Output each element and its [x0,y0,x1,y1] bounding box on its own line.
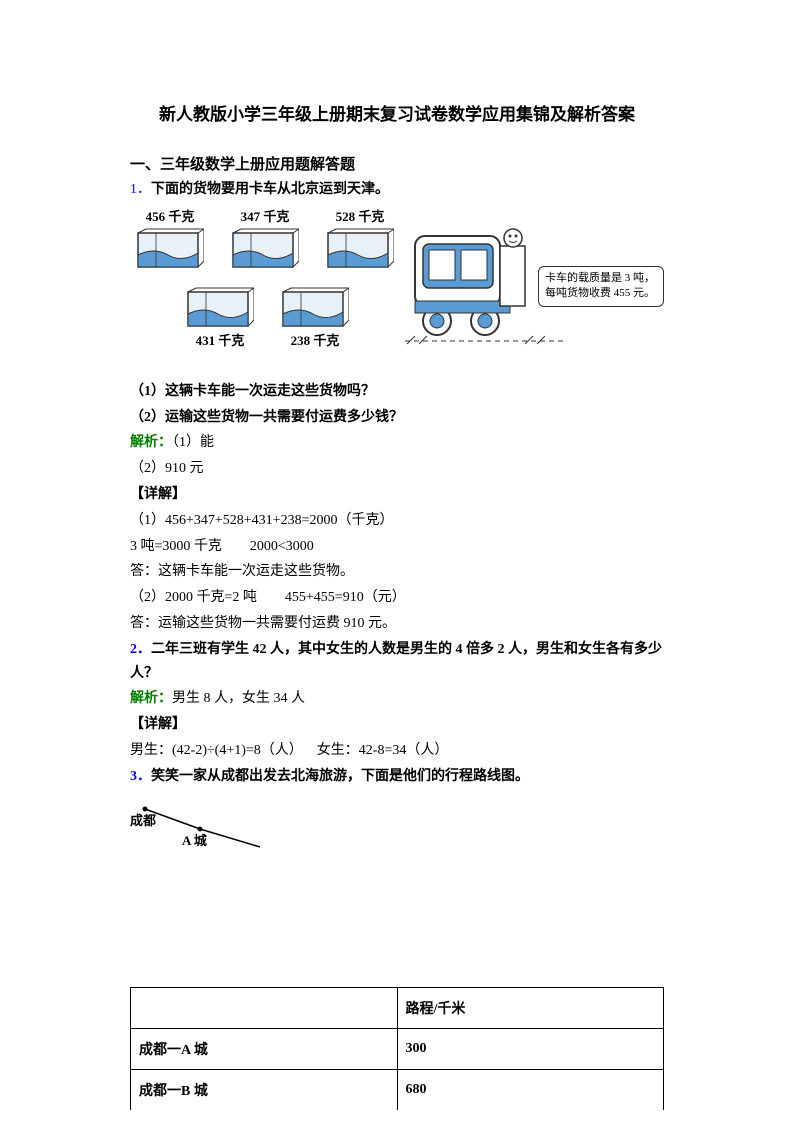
q1-line: 1．下面的货物要用卡车从北京运到天津。 [130,178,664,202]
box3-label: 528 千克 [320,206,400,225]
cargo-box-1: 456 千克 [130,206,210,271]
q2-ans: 男生 8 人，女生 34 人 [172,691,305,706]
table-row: 成都一B 城 680 [131,1070,664,1110]
q3-line: 3．笑笑一家从成都出发去北海旅游，下面是他们的行程路线图。 [130,765,664,789]
section-header: 一、三年级数学上册应用题解答题 [130,153,664,174]
page-title: 新人教版小学三年级上册期末复习试卷数学应用集锦及解析答案 [130,100,664,125]
q2-text: 二年三班有学生 42 人，其中女生的人数是男生的 4 倍多 2 人，男生和女生各… [130,642,662,681]
box1-label: 456 千克 [130,206,210,225]
q1-d4b: 455+455=910（元） [285,590,406,605]
q1-d1: （1）456+347+528+431+238=2000（千克） [130,509,664,533]
q2-d1a: 男生：(42-2)÷(4+1)=8（人） [130,743,303,758]
box4-label: 431 千克 [180,330,260,349]
q1-answer-line: 解析：（1）能 [130,431,664,455]
table-row: 成都一A 城 300 [131,1028,664,1069]
q3-number: 3． [130,769,151,784]
box-icon [281,286,349,330]
q2-number: 2． [130,642,151,657]
q1-text: 下面的货物要用卡车从北京运到天津。 [151,182,389,197]
q2-answer-line: 解析：男生 8 人，女生 34 人 [130,687,664,711]
box-icon [186,286,254,330]
q3-text: 笑笑一家从成都出发去北海旅游，下面是他们的行程路线图。 [151,769,529,784]
q1-d2b: 2000<3000 [250,539,314,554]
box2-label: 347 千克 [225,206,305,225]
table-cell-r2c1: 成都一B 城 [131,1070,398,1110]
table-header-distance: 路程/千米 [397,987,664,1028]
q1-d2a: 3 吨=3000 千克 [130,539,222,554]
route-a-label: A 城 [182,833,207,848]
q1-d3: 答：这辆卡车能一次运走这些货物。 [130,560,664,584]
speech-bubble: 卡车的载质量是 3 吨， 每吨货物收费 455 元。 [538,266,664,307]
box-icon [136,227,204,271]
route-diagram: 成都 A 城 [130,797,310,852]
q2-d1: 男生：(42-2)÷(4+1)=8（人） 女生：42-8=34（人） [130,739,664,763]
q1-sub1: （1）这辆卡车能一次运走这些货物吗？ [130,380,664,404]
speech-line2: 每吨货物收费 455 元。 [545,286,657,301]
cargo-box-3: 528 千克 [320,206,400,271]
table-cell-r2c2: 680 [397,1070,664,1110]
answer-label: 解析： [130,435,172,450]
q1-sub2: （2）运输这些货物一共需要付运费多少钱？ [130,406,664,430]
table-cell-empty [131,987,398,1028]
q2-line: 2．二年三班有学生 42 人，其中女生的人数是男生的 4 倍多 2 人，男生和女… [130,638,664,686]
q2-detail-label: 【详解】 [130,713,664,737]
answer-label: 解析： [130,691,172,706]
cargo-box-2: 347 千克 [225,206,305,271]
q1-d2: 3 吨=3000 千克 2000<3000 [130,535,664,559]
table-cell-r1c1: 成都一A 城 [131,1028,398,1069]
table-cell-r1c2: 300 [397,1028,664,1069]
box-icon [231,227,299,271]
box-icon [326,227,394,271]
q1-ans1: （1）能 [172,435,214,450]
route-table: 路程/千米 成都一A 城 300 [130,987,664,1070]
q1-number: 1． [130,182,151,197]
q1-d4a: （2）2000 千克=2 吨 [130,590,257,605]
q1-ans2: （2）910 元 [130,457,664,481]
q2-d1b: 女生：42-8=34（人） [317,743,449,758]
q1-illustration: 456 千克 347 千克 528 千克 [130,206,664,376]
route-table-overflow: 成都一B 城 680 [130,1070,664,1110]
q1-detail-label: 【详解】 [130,483,664,507]
table-row: 路程/千米 [131,987,664,1028]
box5-label: 238 千克 [275,330,355,349]
speech-line1: 卡车的载质量是 3 吨， [545,271,657,286]
spacer [130,863,664,983]
cargo-box-4: 431 千克 [180,286,260,351]
route-chengdu-label: 成都 [130,813,156,828]
q1-d4: （2）2000 千克=2 吨 455+455=910（元） [130,586,664,610]
q1-d5: 答：运输这些货物一共需要付运费 910 元。 [130,612,664,636]
cargo-box-5: 238 千克 [275,286,355,351]
